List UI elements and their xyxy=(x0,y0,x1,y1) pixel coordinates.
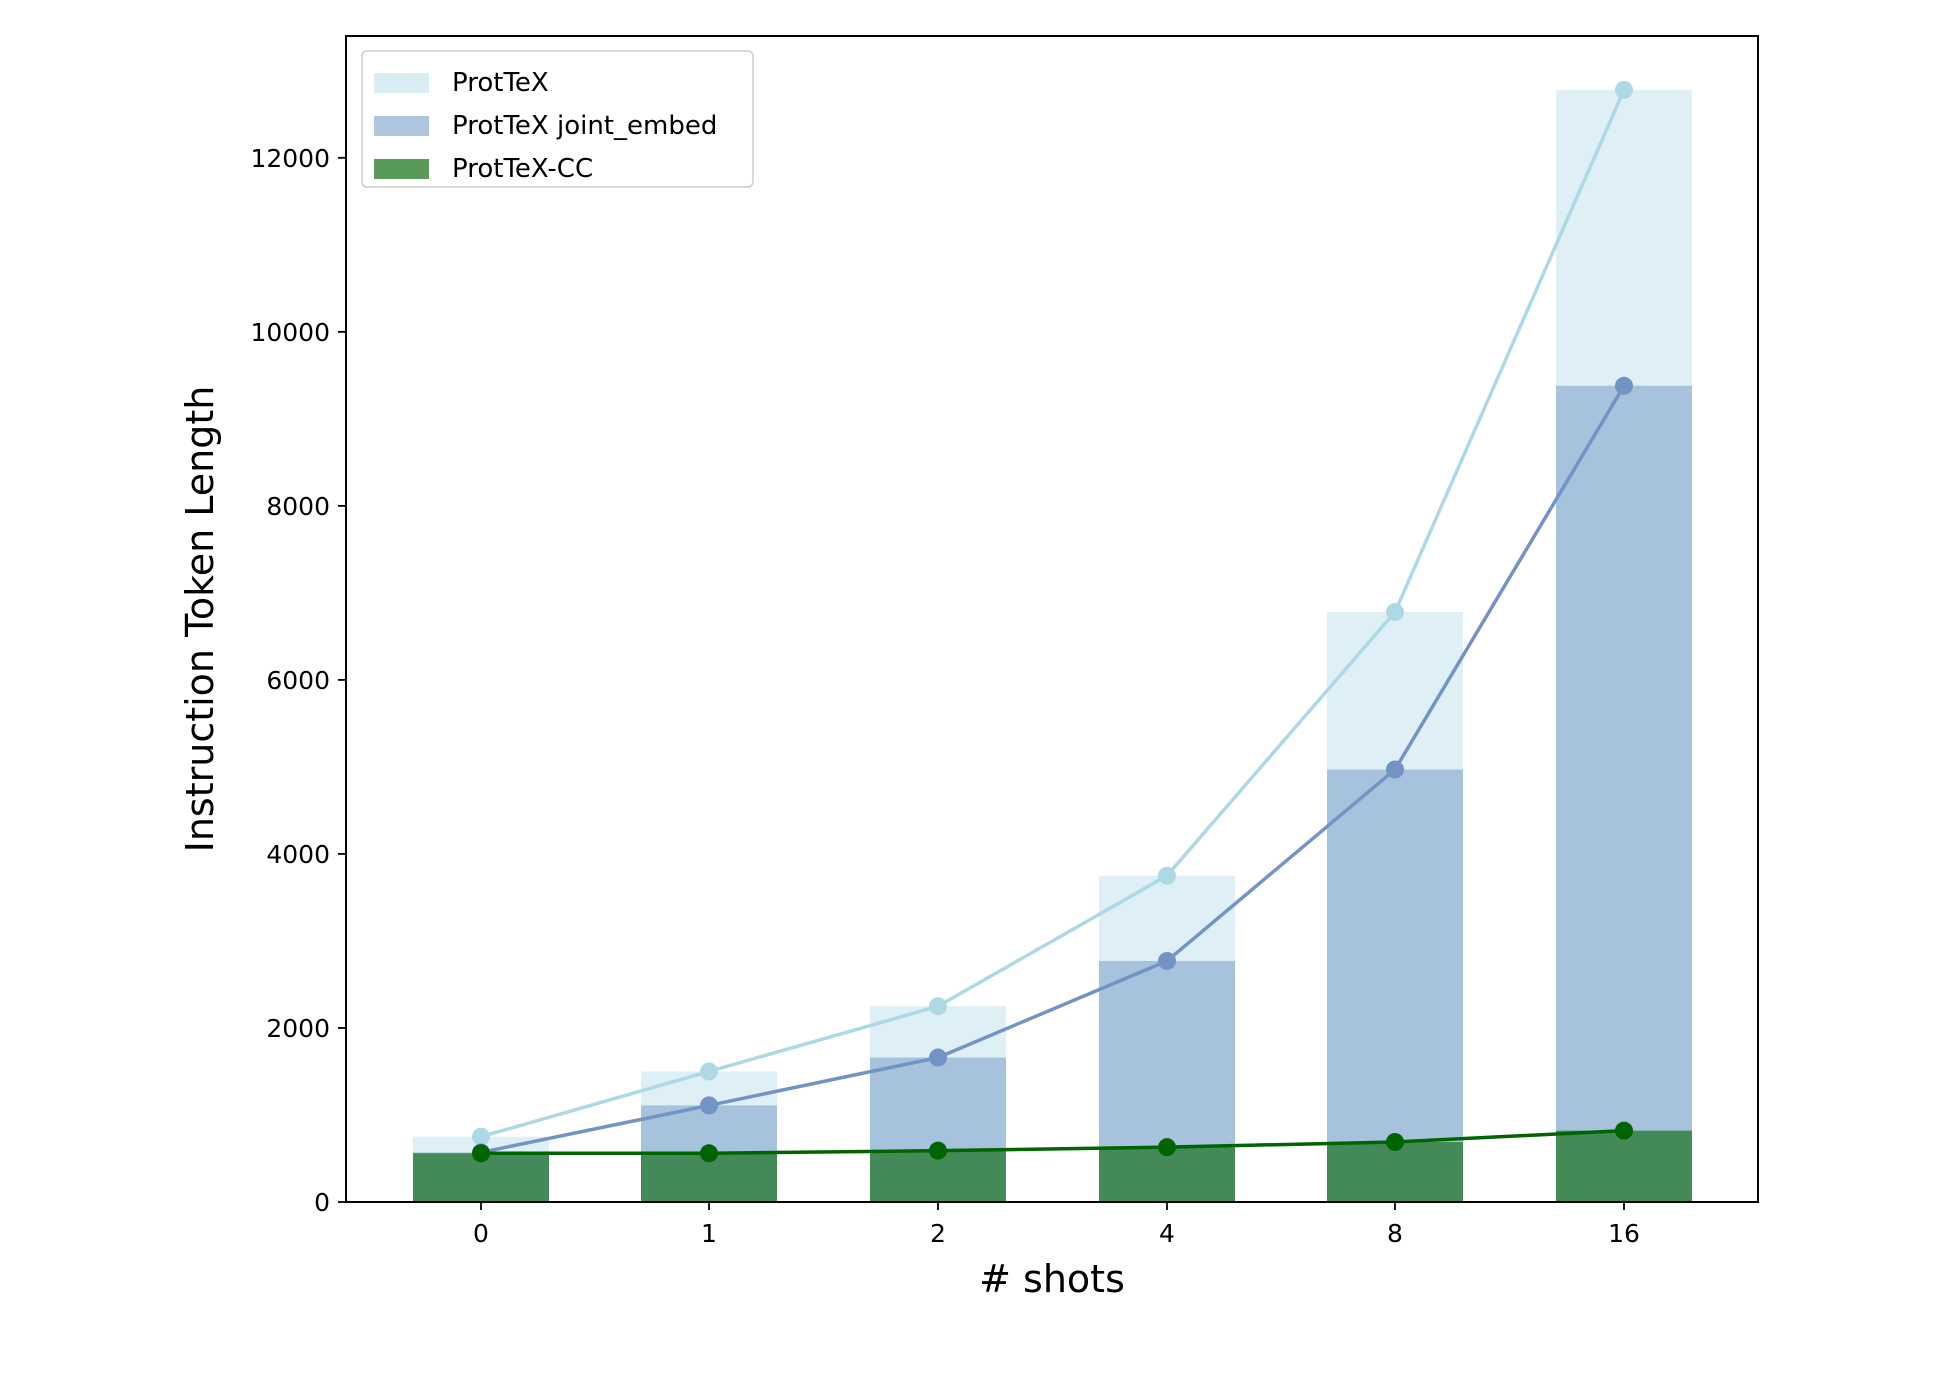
y-tick-label: 8000 xyxy=(266,492,330,521)
point-1-16 xyxy=(1615,376,1633,395)
point-1-8 xyxy=(1386,760,1404,779)
y-tick-label: 4000 xyxy=(266,840,330,869)
point-0-1 xyxy=(700,1062,718,1081)
y-tick-label: 6000 xyxy=(266,666,330,695)
bar-1-8 xyxy=(1327,769,1463,1202)
point-2-2 xyxy=(929,1141,947,1160)
point-0-0 xyxy=(472,1127,490,1146)
plot-frame xyxy=(345,35,1759,1203)
legend-label-0: ProtTeX xyxy=(452,68,549,98)
lines-layer xyxy=(472,80,1633,1163)
x-tick-label: 2 xyxy=(930,1219,946,1248)
y-axis: 0 2000 4000 6000 8000 10000 12000 xyxy=(250,144,346,1217)
point-2-1 xyxy=(700,1144,718,1163)
point-2-16 xyxy=(1615,1121,1633,1140)
legend-swatch-1 xyxy=(374,116,429,136)
point-2-4 xyxy=(1158,1138,1176,1157)
legend-label-1: ProtTeX joint_embed xyxy=(452,111,717,141)
legend-swatch-2 xyxy=(374,159,429,179)
x-tick-label: 4 xyxy=(1159,1219,1175,1248)
x-axis-label: # shots xyxy=(979,1257,1125,1301)
legend-swatch-0 xyxy=(374,73,429,93)
series-line-0 xyxy=(480,89,1626,1139)
point-1-1 xyxy=(700,1096,718,1115)
bar-1-16 xyxy=(1556,385,1692,1202)
point-0-16 xyxy=(1615,80,1633,99)
x-tick-label: 1 xyxy=(701,1219,717,1248)
x-tick-label: 8 xyxy=(1387,1219,1403,1248)
bar-2-16 xyxy=(1556,1130,1692,1202)
y-tick-label: 12000 xyxy=(250,144,330,173)
point-0-8 xyxy=(1386,603,1404,622)
y-tick-label: 10000 xyxy=(250,318,330,347)
x-axis: 0 1 2 4 8 16 xyxy=(473,1202,1640,1248)
y-axis-label: Instruction Token Length xyxy=(178,386,222,853)
bars-layer xyxy=(413,89,1692,1203)
point-1-2 xyxy=(929,1048,947,1067)
point-1-4 xyxy=(1158,951,1176,970)
point-2-8 xyxy=(1386,1132,1404,1151)
legend: ProtTeX ProtTeX joint_embed ProtTeX-CC xyxy=(361,50,754,188)
y-tick-label: 0 xyxy=(314,1188,330,1217)
bar-2-4 xyxy=(1099,1147,1235,1202)
x-tick-label: 0 xyxy=(473,1219,489,1248)
series-line-1 xyxy=(480,384,1626,1155)
point-2-0 xyxy=(472,1144,490,1163)
point-0-2 xyxy=(929,997,947,1016)
bar-2-8 xyxy=(1327,1141,1463,1202)
x-tick-label: 16 xyxy=(1608,1219,1640,1248)
legend-box xyxy=(361,50,754,188)
y-tick-label: 2000 xyxy=(266,1014,330,1043)
point-0-4 xyxy=(1158,866,1176,885)
series-line-2 xyxy=(481,1128,1625,1156)
legend-label-2: ProtTeX-CC xyxy=(452,154,593,184)
